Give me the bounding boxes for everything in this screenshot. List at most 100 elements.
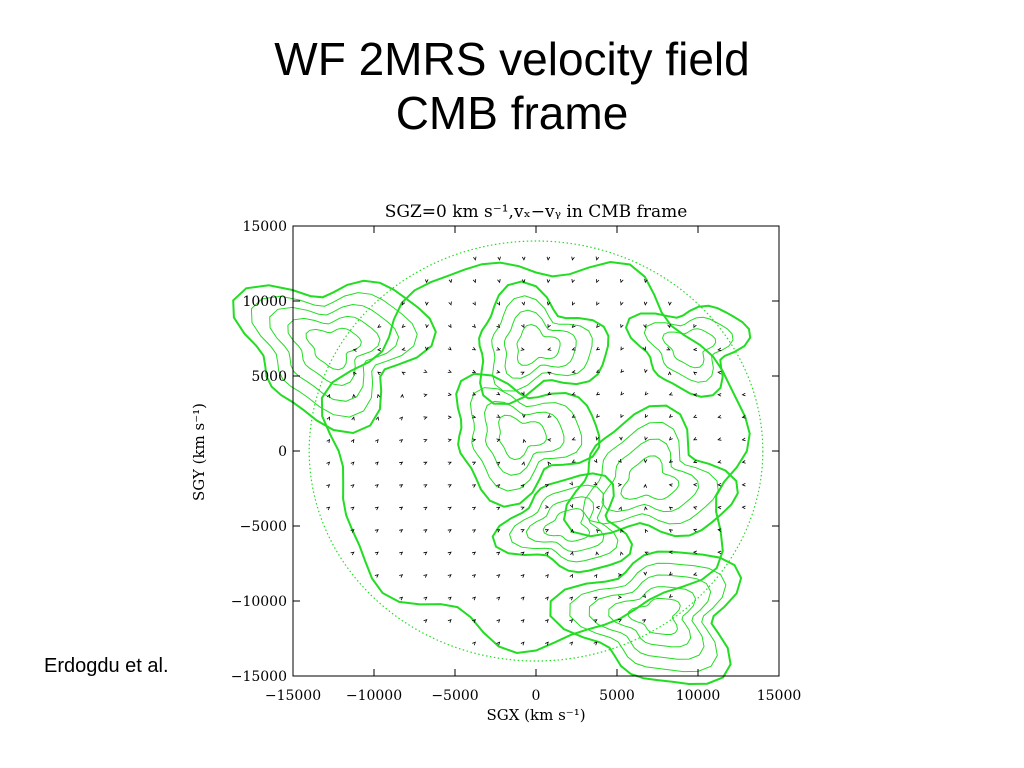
vector-arrowhead [447, 574, 452, 578]
x-tick-label: 10000 [676, 688, 721, 704]
vector-arrowhead [448, 324, 452, 329]
vector-arrowhead [377, 347, 382, 352]
vector-arrowhead [472, 392, 477, 396]
vector-arrowhead [547, 414, 552, 418]
vector-arrowhead [399, 574, 404, 578]
vector-arrowhead [520, 641, 525, 646]
vector-arrowhead [644, 391, 649, 396]
vector-arrowhead [667, 371, 672, 376]
vector-arrowhead [423, 369, 428, 373]
vector-arrowhead [642, 346, 646, 351]
vector-arrowhead [496, 438, 501, 443]
vector-arrowhead [741, 482, 746, 487]
density-contour [483, 400, 565, 476]
vector-arrowhead [593, 596, 598, 601]
vector-arrowhead [326, 484, 331, 488]
vector-arrowhead [620, 551, 624, 556]
vector-arrowhead [399, 484, 404, 488]
density-contour [491, 472, 634, 574]
vector-arrowhead [596, 279, 600, 284]
x-tick-label: 0 [532, 688, 541, 704]
vector-arrowhead [447, 461, 452, 465]
vector-arrowhead [423, 393, 428, 398]
vector-arrowhead [399, 461, 404, 466]
vector-arrowhead [472, 529, 477, 533]
vector-arrowhead [520, 596, 525, 601]
vector-arrowhead [620, 414, 624, 419]
y-tick-label: 10000 [242, 294, 287, 310]
vector-arrowhead [496, 301, 501, 306]
density-contour [624, 304, 752, 398]
vector-arrowhead [593, 459, 598, 464]
density-contour [287, 315, 381, 387]
vector-arrowhead [668, 459, 673, 463]
vector-arrowhead [496, 574, 501, 578]
vector-arrowhead [353, 371, 357, 376]
vector-arrowhead [569, 596, 574, 601]
vector-arrowhead [522, 438, 527, 443]
vector-arrowhead [644, 369, 648, 374]
vector-arrowhead [425, 346, 429, 351]
vector-arrowhead [620, 528, 624, 533]
vector-arrowhead [617, 619, 622, 623]
vector-arrowhead [375, 438, 379, 443]
vector-arrowhead [496, 596, 501, 601]
vector-arrowhead [496, 506, 501, 511]
vector-arrowhead [593, 641, 598, 646]
vector-arrowhead [447, 369, 452, 373]
vector-arrowhead [617, 595, 623, 599]
vector-arrowhead [472, 506, 477, 511]
vector-arrowhead [571, 347, 576, 351]
vector-arrowhead [693, 436, 698, 441]
vector-arrowhead [497, 279, 501, 284]
vector-arrowhead [399, 551, 404, 556]
vector-arrowhead [620, 301, 624, 306]
vector-arrowhead [326, 506, 331, 511]
density-contour [562, 404, 739, 538]
vector-arrowhead [617, 483, 623, 487]
vector-arrowhead [570, 551, 574, 556]
vector-arrowhead [401, 301, 406, 306]
vector-arrowhead [644, 414, 649, 419]
title-line-1: WF 2MRS velocity field [274, 33, 750, 85]
y-tick-label: 15000 [242, 219, 287, 235]
vector-arrowhead [693, 506, 698, 510]
vector-arrowhead [521, 461, 525, 466]
slide-title: WF 2MRS velocity field CMB frame [0, 32, 1024, 140]
vector-arrowhead [667, 324, 671, 329]
vector-arrowhead [374, 484, 379, 488]
vector-arrowhead [399, 439, 404, 443]
vector-arrowhead [423, 484, 428, 488]
vector-arrowhead [472, 596, 476, 601]
vector-arrowhead [544, 484, 550, 488]
axes: −15000 −10000 −5000 0 5000 10000 15000 −15000 −1… [231, 219, 802, 704]
vector-arrowhead [666, 347, 671, 351]
vector-arrowhead [326, 461, 331, 466]
vector-arrowhead [425, 324, 429, 329]
density-contour [542, 507, 591, 542]
vector-arrowhead [447, 438, 452, 443]
velocity-vectors [326, 256, 746, 646]
vector-arrowhead [447, 484, 452, 488]
vector-arrowhead [374, 551, 379, 556]
vector-arrowhead [423, 506, 428, 511]
density-contour [601, 438, 700, 513]
x-axis-label: SGX (km s⁻¹) [486, 706, 585, 724]
y-tick-label: −5000 [240, 519, 287, 535]
vector-arrowhead [374, 461, 379, 466]
density-contour [525, 496, 605, 553]
density-contour [549, 550, 743, 686]
vector-arrowhead [472, 619, 476, 623]
density-contour [503, 309, 577, 379]
vector-arrowhead [423, 416, 428, 420]
density-contour [232, 279, 437, 435]
title-line-2: CMB frame [395, 87, 629, 139]
vector-arrowhead [644, 551, 649, 555]
vector-arrowhead [350, 461, 355, 466]
vector-arrowhead [547, 371, 552, 376]
vector-arrowhead [618, 506, 622, 511]
vector-arrowhead [447, 506, 452, 511]
vector-arrowhead [741, 392, 746, 397]
x-tick-label: −15000 [265, 688, 321, 704]
vector-arrowhead [668, 571, 673, 576]
